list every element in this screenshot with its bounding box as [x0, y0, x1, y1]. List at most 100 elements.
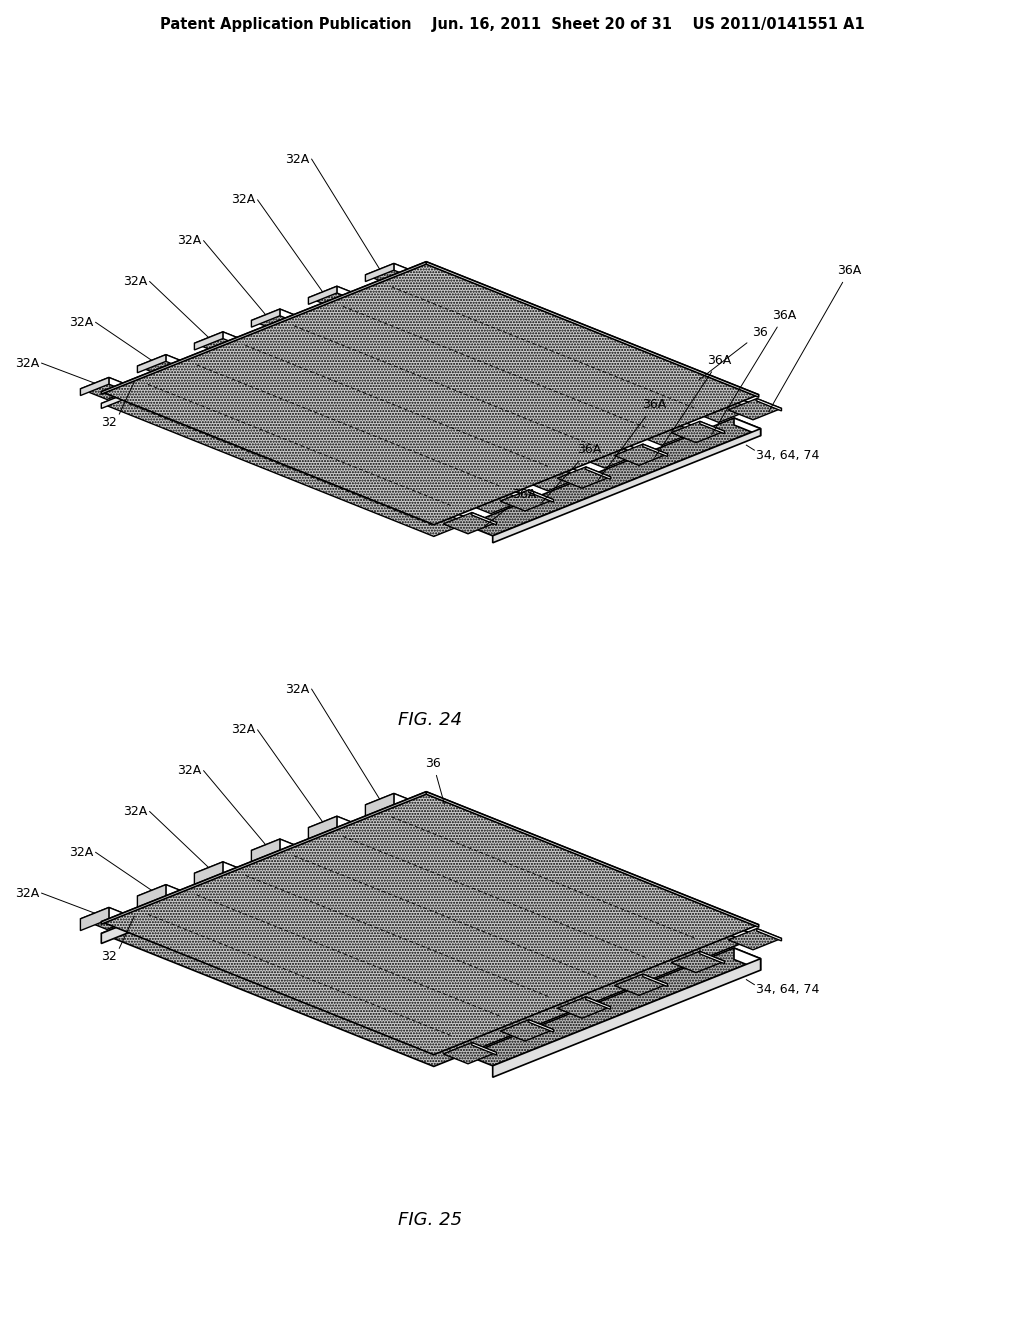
Text: 36: 36 — [425, 756, 444, 804]
Polygon shape — [728, 399, 781, 420]
Polygon shape — [101, 792, 426, 924]
Text: 32A: 32A — [15, 887, 40, 900]
Text: 36A: 36A — [654, 354, 731, 458]
Text: 34, 64, 74: 34, 64, 74 — [757, 983, 820, 997]
Text: 32A: 32A — [177, 234, 202, 247]
Polygon shape — [466, 948, 761, 1065]
Polygon shape — [386, 273, 759, 422]
Polygon shape — [394, 793, 421, 816]
Polygon shape — [493, 429, 761, 543]
Polygon shape — [426, 804, 759, 946]
Polygon shape — [472, 1043, 497, 1055]
Polygon shape — [366, 264, 421, 285]
Polygon shape — [699, 421, 725, 434]
Text: 36A: 36A — [712, 309, 797, 434]
Polygon shape — [137, 355, 166, 372]
Text: Patent Application Publication    Jun. 16, 2011  Sheet 20 of 31    US 2011/01415: Patent Application Publication Jun. 16, … — [160, 17, 864, 33]
Polygon shape — [101, 388, 141, 408]
Polygon shape — [166, 355, 193, 372]
Polygon shape — [101, 804, 759, 1067]
Polygon shape — [159, 364, 199, 385]
Polygon shape — [252, 309, 306, 331]
Polygon shape — [370, 296, 701, 434]
Polygon shape — [466, 418, 761, 536]
Polygon shape — [426, 792, 759, 927]
Polygon shape — [137, 355, 193, 376]
Polygon shape — [308, 286, 364, 309]
Polygon shape — [215, 342, 255, 363]
Polygon shape — [366, 793, 421, 816]
Polygon shape — [81, 378, 135, 400]
Polygon shape — [734, 948, 761, 970]
Polygon shape — [199, 364, 530, 503]
Text: 32A: 32A — [124, 805, 147, 818]
Text: 36A: 36A — [598, 399, 667, 480]
Text: 34, 64, 74: 34, 64, 74 — [757, 449, 820, 462]
Polygon shape — [308, 286, 337, 305]
Polygon shape — [272, 319, 645, 469]
Text: 32A: 32A — [70, 846, 93, 859]
Polygon shape — [137, 884, 166, 908]
Polygon shape — [528, 490, 554, 502]
Text: 32A: 32A — [231, 194, 256, 206]
Polygon shape — [109, 907, 135, 929]
Polygon shape — [101, 792, 759, 1055]
Polygon shape — [272, 319, 312, 341]
Text: 36A: 36A — [541, 444, 601, 503]
Text: 32A: 32A — [231, 723, 256, 737]
Polygon shape — [443, 1043, 497, 1064]
Polygon shape — [614, 974, 668, 995]
Polygon shape — [141, 388, 474, 525]
Polygon shape — [101, 261, 759, 524]
Polygon shape — [472, 512, 497, 525]
Polygon shape — [81, 907, 135, 929]
Text: 32: 32 — [101, 416, 117, 429]
Polygon shape — [643, 974, 668, 986]
Polygon shape — [223, 862, 250, 884]
Polygon shape — [312, 319, 645, 457]
Polygon shape — [81, 378, 109, 396]
Text: 32A: 32A — [286, 153, 309, 165]
Polygon shape — [672, 421, 725, 442]
Polygon shape — [159, 364, 530, 513]
Polygon shape — [101, 261, 426, 395]
Polygon shape — [394, 264, 421, 281]
Polygon shape — [728, 928, 781, 950]
Polygon shape — [308, 816, 364, 838]
Polygon shape — [426, 273, 759, 412]
Text: 32A: 32A — [70, 315, 93, 329]
Polygon shape — [557, 467, 610, 488]
Polygon shape — [330, 296, 701, 445]
Text: FIG. 24: FIG. 24 — [398, 711, 462, 729]
Polygon shape — [252, 840, 306, 861]
Polygon shape — [337, 286, 364, 304]
Polygon shape — [195, 331, 250, 354]
Polygon shape — [330, 296, 370, 317]
Polygon shape — [501, 1020, 554, 1041]
Text: 32A: 32A — [124, 275, 147, 288]
Text: 32: 32 — [101, 950, 117, 962]
Polygon shape — [101, 804, 426, 944]
Polygon shape — [586, 467, 610, 479]
Polygon shape — [757, 928, 781, 941]
Polygon shape — [166, 884, 193, 907]
Polygon shape — [215, 342, 588, 491]
Polygon shape — [195, 862, 223, 884]
Text: FIG. 25: FIG. 25 — [398, 1210, 462, 1229]
Polygon shape — [109, 378, 135, 395]
Polygon shape — [614, 444, 668, 466]
Polygon shape — [757, 399, 781, 411]
Text: 32A: 32A — [15, 356, 40, 370]
Polygon shape — [557, 997, 610, 1018]
Polygon shape — [586, 997, 610, 1010]
Polygon shape — [386, 273, 426, 294]
Polygon shape — [643, 444, 668, 457]
Polygon shape — [699, 952, 725, 964]
Polygon shape — [252, 309, 280, 327]
Polygon shape — [308, 816, 337, 840]
Polygon shape — [81, 907, 109, 931]
Polygon shape — [137, 884, 193, 907]
Text: 32A: 32A — [177, 764, 202, 777]
Polygon shape — [280, 309, 306, 326]
Polygon shape — [528, 1020, 554, 1032]
